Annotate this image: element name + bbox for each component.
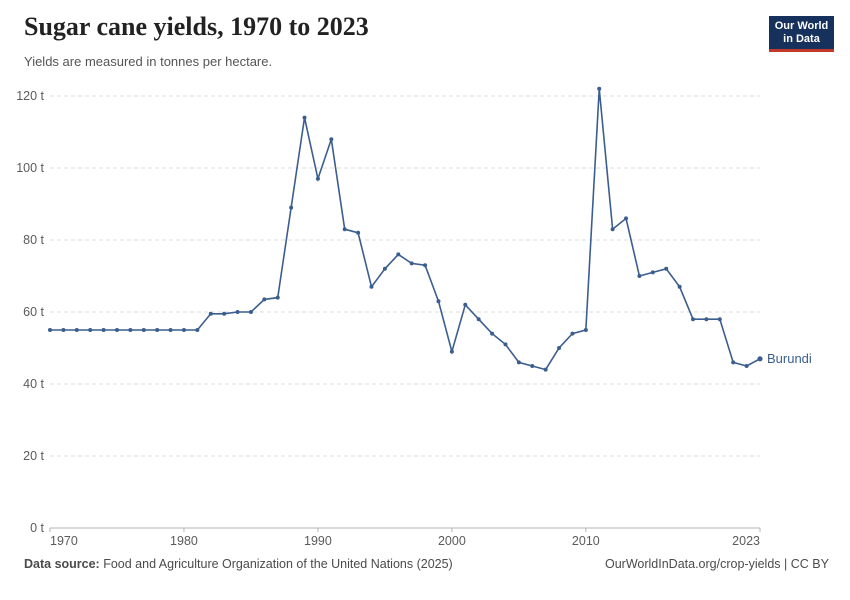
svg-text:20 t: 20 t [23,449,44,463]
svg-text:2000: 2000 [438,534,466,548]
svg-text:80 t: 80 t [23,233,44,247]
svg-text:1990: 1990 [304,534,332,548]
svg-text:2023: 2023 [732,534,760,548]
svg-text:1970: 1970 [50,534,78,548]
svg-text:2010: 2010 [572,534,600,548]
svg-text:120 t: 120 t [16,89,44,103]
svg-text:0 t: 0 t [30,521,44,535]
svg-text:40 t: 40 t [23,377,44,391]
svg-text:100 t: 100 t [16,161,44,175]
svg-text:Burundi: Burundi [767,351,812,366]
svg-text:60 t: 60 t [23,305,44,319]
svg-text:1980: 1980 [170,534,198,548]
